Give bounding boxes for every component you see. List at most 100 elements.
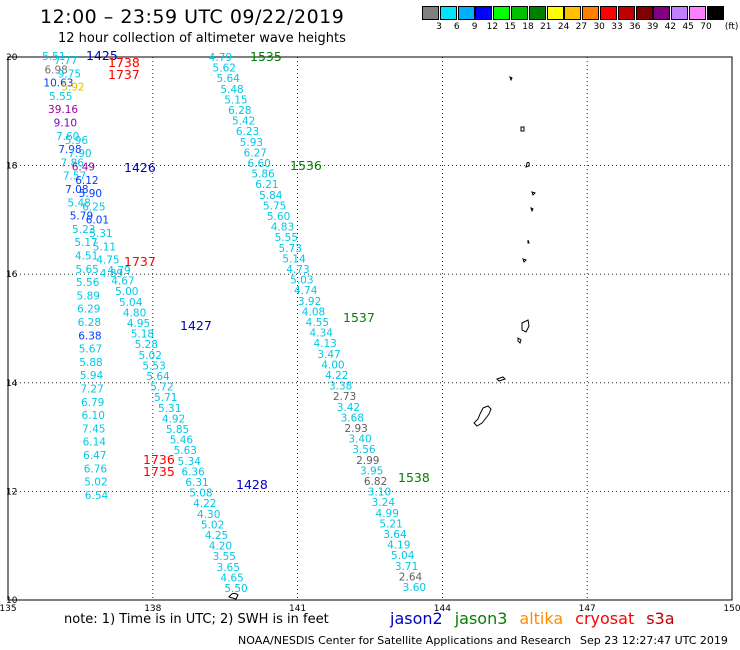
swh-value: 5.93 bbox=[240, 137, 263, 149]
pass-number-label: 1538 bbox=[398, 470, 430, 485]
swh-value: 4.51 bbox=[75, 251, 98, 263]
swh-value: 5.00 bbox=[115, 286, 138, 298]
swh-value: 4.79 bbox=[209, 52, 232, 64]
swh-value: 6.76 bbox=[84, 463, 108, 475]
pass-number-label: 1535 bbox=[250, 49, 282, 64]
swh-value: 5.71 bbox=[154, 392, 177, 404]
legend-swatch bbox=[564, 6, 582, 20]
swh-value: 4.67 bbox=[111, 276, 134, 288]
swh-value: 4.30 bbox=[197, 509, 220, 521]
swh-value: 3.55 bbox=[213, 551, 236, 563]
island-outline bbox=[473, 405, 492, 427]
swh-value: 6.28 bbox=[78, 317, 101, 329]
swh-value: 5.64 bbox=[146, 371, 170, 383]
swh-value: 7.57 bbox=[63, 171, 86, 183]
island-outline bbox=[517, 319, 530, 344]
pass-number-label: 1428 bbox=[236, 477, 268, 492]
swh-value: 5.21 bbox=[379, 518, 402, 530]
swh-value: 5.48 bbox=[67, 197, 90, 209]
map-title: 12:00 – 23:59 UTC 09/22/2019 bbox=[40, 6, 345, 28]
swh-value: 3.71 bbox=[395, 561, 418, 573]
swh-value: 9.75 bbox=[58, 68, 81, 80]
lat-tick-label: 14 bbox=[6, 379, 18, 389]
swh-value: 39.16 bbox=[48, 104, 78, 116]
swh-value: 3.65 bbox=[217, 562, 240, 574]
swh-value: 10.63 bbox=[43, 78, 73, 90]
swh-value: 5.56 bbox=[76, 277, 100, 289]
island-outline bbox=[530, 207, 534, 213]
swh-value: 2.99 bbox=[356, 455, 379, 467]
swh-value: 5.50 bbox=[224, 583, 247, 595]
generation-timestamp: Sep 23 12:27:47 UTC 2019 bbox=[580, 634, 728, 647]
footnote: note: 1) Time is in UTC; 2) SWH is in fe… bbox=[64, 612, 329, 627]
satellite-legend: jason2 jason3 altika cryosat s3a bbox=[390, 609, 687, 628]
swh-value: 4.19 bbox=[387, 540, 410, 552]
island-outline bbox=[527, 239, 530, 244]
swh-value: 3.10 bbox=[368, 487, 391, 499]
swh-value: 6.21 bbox=[255, 179, 278, 191]
swh-value: 6.49 bbox=[72, 162, 95, 174]
island-outline bbox=[509, 76, 513, 82]
island-outline bbox=[531, 191, 536, 196]
lon-tick-label: 144 bbox=[434, 604, 451, 614]
swh-value: 6.12 bbox=[75, 175, 98, 187]
swh-value: 4.22 bbox=[193, 498, 216, 510]
swh-value: 5.79 bbox=[70, 211, 93, 223]
swh-value: 5.31 bbox=[89, 228, 112, 240]
legend-swatch bbox=[600, 6, 617, 20]
swh-value: 7.08 bbox=[65, 184, 88, 196]
swh-value: 2.64 bbox=[399, 571, 423, 583]
pass-number-label: 1537 bbox=[343, 310, 375, 325]
swh-value: 3.68 bbox=[341, 412, 364, 424]
swh-value: 6.38 bbox=[78, 330, 101, 342]
legend-swatch bbox=[635, 6, 653, 20]
swh-value: 5.18 bbox=[131, 329, 154, 341]
swh-value: 5.63 bbox=[174, 445, 197, 457]
satellite-cryosat: cryosat bbox=[575, 609, 635, 628]
swh-value: 5.96 bbox=[65, 135, 89, 147]
lon-tick-label: 138 bbox=[144, 604, 161, 614]
pass-number-label: 1735 bbox=[143, 464, 175, 479]
swh-value: 6.54 bbox=[85, 490, 109, 502]
swh-value: 4.73 bbox=[286, 264, 309, 276]
legend-swatch bbox=[528, 6, 546, 20]
legend-label: 3 bbox=[436, 22, 442, 32]
island-outline bbox=[496, 376, 506, 382]
swh-value: 5.48 bbox=[220, 84, 243, 96]
map-frame bbox=[7, 56, 733, 601]
swh-value: 6.60 bbox=[247, 158, 270, 170]
satellite-jason3: jason3 bbox=[454, 609, 508, 628]
legend-swatch bbox=[457, 6, 475, 20]
pass-number-label: 1738 bbox=[108, 55, 140, 70]
swh-value: 6.28 bbox=[228, 105, 251, 117]
swh-value: 5.51 bbox=[42, 51, 65, 63]
swh-value: 4.22 bbox=[325, 370, 348, 382]
legend-swatch bbox=[653, 6, 671, 20]
island-outline bbox=[228, 592, 239, 600]
swh-value: 7.86 bbox=[61, 157, 85, 169]
swh-value: 3.64 bbox=[383, 529, 407, 541]
island-outline bbox=[520, 126, 525, 132]
swh-value: 4.74 bbox=[294, 285, 318, 297]
legend-label: 18 bbox=[522, 22, 534, 32]
legend-swatch bbox=[582, 6, 600, 20]
swh-value: 3.92 bbox=[298, 296, 321, 308]
swh-value: 4.55 bbox=[306, 317, 329, 329]
lat-tick-label: 12 bbox=[6, 487, 17, 497]
legend-label: 9 bbox=[471, 22, 478, 32]
satellite-altika: altika bbox=[519, 609, 564, 628]
satellite-s3a: s3a bbox=[646, 609, 675, 628]
swh-value: 5.85 bbox=[166, 424, 189, 436]
legend-label: 45 bbox=[682, 22, 694, 32]
legend-label: 42 bbox=[664, 22, 677, 32]
credit-line: NOAA/NESDIS Center for Satellite Applica… bbox=[238, 634, 572, 647]
swh-value: 4.25 bbox=[205, 530, 228, 542]
swh-value: 3.38 bbox=[329, 381, 352, 393]
pass-number-label: 1737 bbox=[124, 254, 156, 269]
swh-value: 2.73 bbox=[333, 391, 356, 403]
swh-value: 6.79 bbox=[81, 397, 104, 409]
swh-value: 5.42 bbox=[232, 116, 255, 128]
swh-value: 6.23 bbox=[236, 126, 259, 138]
swh-value: 6.36 bbox=[181, 466, 205, 478]
swh-value: 5.15 bbox=[224, 94, 247, 106]
